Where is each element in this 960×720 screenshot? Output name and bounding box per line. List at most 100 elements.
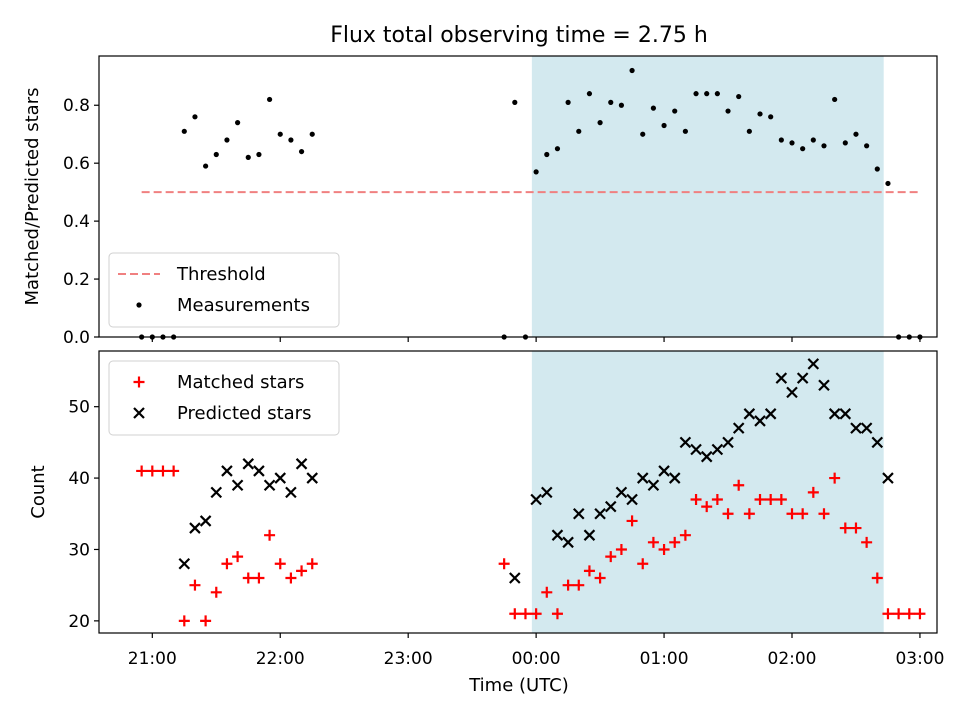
data-point	[679, 436, 692, 449]
y-axis-label: Count	[28, 465, 49, 518]
data-point	[668, 472, 681, 484]
data-point	[711, 493, 723, 505]
data-point	[636, 472, 649, 484]
data-point	[256, 151, 262, 158]
data-point	[274, 472, 287, 484]
data-point	[277, 131, 283, 137]
data-point	[778, 137, 784, 143]
data-point	[618, 102, 625, 108]
data-point	[530, 608, 542, 620]
data-point	[893, 608, 905, 620]
data-point	[541, 486, 553, 499]
data-point	[768, 114, 774, 120]
data-point	[796, 372, 809, 384]
data-point	[725, 108, 731, 114]
data-point	[661, 122, 667, 129]
data-point	[242, 458, 255, 470]
data-point	[498, 558, 510, 570]
data-point	[626, 515, 638, 527]
data-point	[903, 608, 915, 620]
y-tick-label: 0.8	[63, 96, 90, 116]
x-tick-label: 21:00	[128, 649, 177, 669]
data-point	[754, 415, 766, 427]
data-point	[914, 608, 926, 620]
data-point	[754, 493, 766, 505]
count-panel: 20 30 40 50 21:00 22:00 23:00 00:00 01:00 02:00 03…	[28, 350, 944, 669]
data-point	[690, 493, 702, 505]
data-point	[775, 372, 788, 384]
data-point	[679, 529, 691, 541]
data-point	[615, 543, 627, 555]
x-axis-label: Time (UTC)	[468, 675, 569, 696]
data-point	[189, 579, 201, 591]
data-point	[210, 586, 222, 598]
data-point	[650, 105, 657, 111]
data-point	[576, 128, 582, 134]
data-point	[818, 379, 830, 392]
data-point	[658, 543, 670, 555]
data-point	[647, 536, 659, 548]
data-point	[626, 493, 638, 506]
legend: Threshold Measurements	[108, 252, 340, 328]
data-point	[221, 558, 233, 570]
data-point	[658, 465, 670, 477]
data-point	[604, 500, 617, 513]
data-point	[572, 507, 585, 520]
data-point	[562, 536, 574, 549]
data-point	[807, 486, 819, 498]
data-point	[533, 169, 539, 175]
data-point	[608, 99, 614, 105]
x-tick-label: 02:00	[768, 649, 817, 669]
data-point	[800, 146, 806, 152]
data-point	[541, 586, 553, 598]
data-point	[562, 579, 574, 591]
data-point	[765, 493, 777, 505]
data-point	[682, 128, 688, 134]
data-point	[264, 529, 276, 541]
data-point	[136, 465, 148, 477]
data-point	[573, 579, 585, 591]
data-point	[757, 111, 763, 117]
data-point	[732, 422, 745, 434]
data-point	[832, 96, 838, 103]
plot-frame	[98, 55, 938, 338]
legend-marker-swatch	[136, 302, 142, 308]
data-point	[295, 458, 308, 470]
data-point	[199, 515, 212, 527]
legend-marker-swatch	[133, 376, 145, 388]
data-point	[509, 608, 521, 620]
data-point	[797, 508, 809, 520]
data-point	[629, 67, 635, 74]
data-point	[711, 443, 724, 456]
y-tick-label: 50	[68, 398, 90, 418]
x-tick-label: 23:00	[384, 649, 433, 669]
data-point	[764, 408, 777, 420]
data-point	[306, 472, 319, 484]
data-point	[821, 143, 827, 149]
legend-marker-swatch	[133, 407, 145, 419]
data-point	[885, 180, 891, 187]
plot-frame	[98, 350, 938, 634]
data-point	[871, 572, 883, 584]
data-point	[242, 572, 254, 584]
data-point	[551, 529, 564, 541]
y-tick-label: 0.0	[63, 328, 90, 348]
y-tick-label: 20	[68, 612, 90, 632]
data-point	[266, 96, 273, 103]
data-point	[583, 565, 595, 577]
data-point	[861, 536, 873, 548]
data-point	[221, 465, 233, 477]
data-point	[743, 508, 755, 520]
y-axis-label: Matched/Predicted stars	[22, 88, 43, 306]
data-point	[210, 486, 223, 499]
data-point	[637, 558, 649, 570]
data-point	[285, 572, 297, 584]
data-point	[509, 572, 521, 584]
data-point	[647, 479, 660, 491]
data-point	[181, 128, 187, 134]
data-point	[203, 163, 209, 169]
data-point	[701, 501, 713, 513]
data-point	[860, 422, 873, 434]
data-point	[864, 143, 870, 149]
